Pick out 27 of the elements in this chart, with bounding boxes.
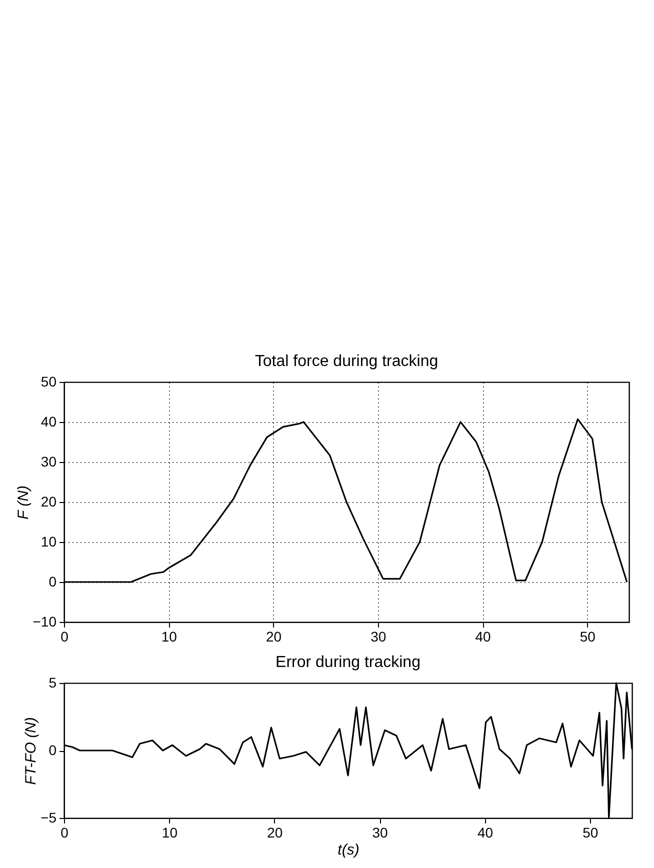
y-tick-label: 5	[48, 674, 57, 690]
y-tick-label: 20	[40, 494, 57, 510]
y-tick-label: 0	[48, 742, 57, 758]
chart-title: Total force during tracking	[254, 353, 438, 370]
x-tick-label: 50	[582, 824, 598, 840]
x-tick-label: 30	[372, 824, 388, 840]
x-axis-title: t(s)	[338, 842, 360, 858]
x-tick-label: 20	[266, 628, 282, 644]
x-tick-label: 30	[370, 628, 386, 644]
y-axis-title: FT-FO (N)	[22, 717, 40, 785]
chart-title: Error during tracking	[276, 654, 420, 671]
y-tick-label: −10	[32, 614, 57, 630]
x-tick-label: 10	[162, 824, 178, 840]
y-axis-title: F (N)	[14, 486, 32, 520]
x-tick-label: 20	[267, 824, 283, 840]
x-tick-label: 10	[161, 628, 178, 644]
x-tick-label: 40	[475, 628, 492, 644]
y-tick-label: 0	[48, 574, 57, 590]
x-tick-label: 40	[477, 824, 494, 840]
y-tick-label: 40	[40, 414, 57, 430]
y-tick-label: −5	[40, 810, 57, 826]
y-tick-label: 30	[40, 454, 57, 470]
x-tick-label: 0	[60, 628, 69, 644]
x-tick-label: 0	[60, 824, 69, 840]
y-tick-label: 50	[40, 374, 57, 390]
x-tick-label: 50	[580, 628, 596, 644]
y-tick-label: 10	[40, 534, 57, 550]
